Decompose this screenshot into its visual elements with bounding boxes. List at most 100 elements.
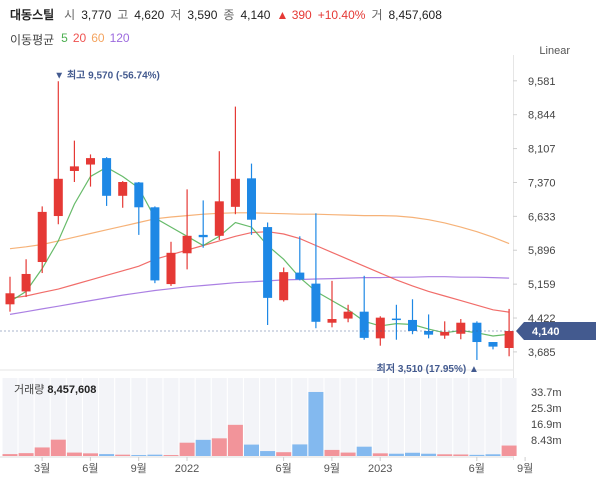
volume-bar-3 — [50, 439, 66, 456]
volume-column-bg-26 — [421, 378, 437, 456]
open-value: 3,770 — [81, 8, 112, 22]
ma5-legend[interactable]: 5 — [61, 31, 68, 45]
candle-body-17 — [279, 272, 289, 301]
moving-average-title: 이동평균 — [10, 33, 55, 47]
volume-bar-5 — [83, 453, 98, 456]
candle-body-28 — [456, 322, 466, 334]
volume-column-bg-31 — [501, 378, 517, 456]
x-tick-label-5: 9월 — [324, 462, 340, 475]
ma60-legend[interactable]: 60 — [91, 31, 105, 45]
candle-body-3 — [53, 178, 63, 217]
volume-bar-13 — [211, 438, 227, 456]
volume-bar-6 — [99, 454, 115, 456]
volume-bar-18 — [292, 444, 308, 456]
volume-tick-label-3: 8.43m — [531, 435, 562, 447]
low-value: 3,590 — [187, 8, 218, 22]
volume-bar-30 — [485, 454, 501, 456]
stock-name: 대동스틸 — [10, 8, 55, 22]
y-tick-label-4: 6,633 — [528, 211, 556, 223]
candle-body-18 — [295, 272, 305, 280]
y-tick-label-5: 5,896 — [528, 245, 556, 257]
candle-body-31 — [504, 330, 514, 348]
y-tick-label-3: 7,370 — [528, 177, 556, 189]
candle-body-20 — [327, 319, 337, 323]
close-label: 종 — [223, 8, 235, 22]
close-value: 4,140 — [240, 8, 271, 22]
volume-column-bg-12 — [195, 378, 211, 456]
volume-bar-25 — [405, 452, 420, 456]
volume-column-bg-17 — [276, 378, 292, 456]
candle-body-21 — [343, 311, 353, 319]
volume-column-bg-28 — [453, 378, 469, 456]
candle-body-9 — [150, 207, 160, 281]
candle-body-10 — [166, 252, 176, 285]
candle-body-14 — [230, 178, 240, 207]
candle-body-29 — [472, 322, 482, 343]
candle-body-12 — [198, 234, 208, 238]
volume-column-bg-23 — [372, 378, 388, 456]
current-price-badge — [516, 321, 596, 340]
volume-bar-19 — [308, 391, 324, 456]
y-tick-label-0: 9,581 — [528, 76, 556, 88]
ma120-legend[interactable]: 120 — [109, 31, 130, 45]
volume-bar-1 — [18, 453, 34, 456]
candle-body-8 — [134, 182, 144, 208]
candle-body-5 — [86, 158, 95, 165]
volume-column-bg-11 — [179, 378, 195, 456]
volume-bar-12 — [195, 439, 211, 456]
volume-bar-23 — [372, 453, 388, 456]
current-price-label: 4,140 — [532, 326, 560, 338]
high-annotation: ▼ 최고 9,570 (-56.74%) — [54, 68, 160, 81]
high-label: 고 — [117, 8, 129, 22]
volume-bar-14 — [227, 424, 243, 456]
candle-body-7 — [118, 182, 128, 196]
volume-column-bg-22 — [356, 378, 372, 456]
volume-column-bg-13 — [211, 378, 227, 456]
volume-bar-15 — [244, 444, 259, 456]
volume-column-bg-27 — [437, 378, 453, 456]
x-tick-label-6: 2023 — [368, 463, 392, 475]
ma20-legend[interactable]: 20 — [72, 31, 87, 45]
volume-bar-2 — [34, 447, 50, 456]
volume-column-bg-3 — [50, 378, 66, 456]
volume-bar-4 — [66, 452, 82, 456]
x-tick-label-1: 6월 — [82, 462, 98, 475]
volume-column-bg-10 — [163, 378, 179, 456]
ma120-line — [9, 276, 510, 315]
volume-bar-17 — [276, 452, 292, 456]
candle-body-6 — [102, 158, 112, 196]
volume-column-bg-15 — [244, 378, 259, 456]
volume-label: 거 — [371, 8, 383, 22]
volume-bar-9 — [147, 454, 163, 456]
y-tick-label-6: 5,159 — [528, 279, 556, 291]
scale-toggle[interactable]: Linear — [539, 45, 570, 57]
candle-body-24 — [391, 318, 401, 321]
volume-bar-29 — [469, 454, 485, 456]
volume-column-bg-2 — [34, 378, 50, 456]
volume-column-bg-4 — [66, 378, 82, 456]
high-value: 4,620 — [134, 8, 165, 22]
volume-bar-31 — [501, 445, 517, 456]
volume-column-bg-9 — [147, 378, 163, 456]
volume-bar-10 — [163, 455, 179, 456]
candle-body-4 — [69, 166, 79, 171]
ma60-line — [9, 212, 510, 250]
volume-bar-27 — [437, 454, 453, 456]
candle-body-15 — [247, 178, 256, 220]
volume-tick-label-2: 16.9m — [531, 419, 562, 431]
volume-column-bg-20 — [324, 378, 340, 456]
candle-body-19 — [311, 283, 321, 322]
volume-column-bg-5 — [83, 378, 98, 456]
candle-body-23 — [375, 317, 385, 339]
x-tick-label-7: 6월 — [469, 462, 485, 475]
volume-column-bg-21 — [340, 378, 356, 456]
change-percent: +10.40% — [317, 8, 366, 22]
volume-bar-20 — [324, 449, 340, 456]
volume-bar-7 — [115, 454, 131, 456]
volume-column-bg-25 — [405, 378, 420, 456]
y-tick-label-8: 3,685 — [528, 347, 556, 359]
x-tick-label-0: 3월 — [34, 462, 50, 475]
stock-header: 대동스틸 시 3,770 고 4,620 저 3,590 종 4,140 ▲ 3… — [10, 6, 442, 26]
y-tick-label-2: 8,107 — [528, 144, 556, 156]
